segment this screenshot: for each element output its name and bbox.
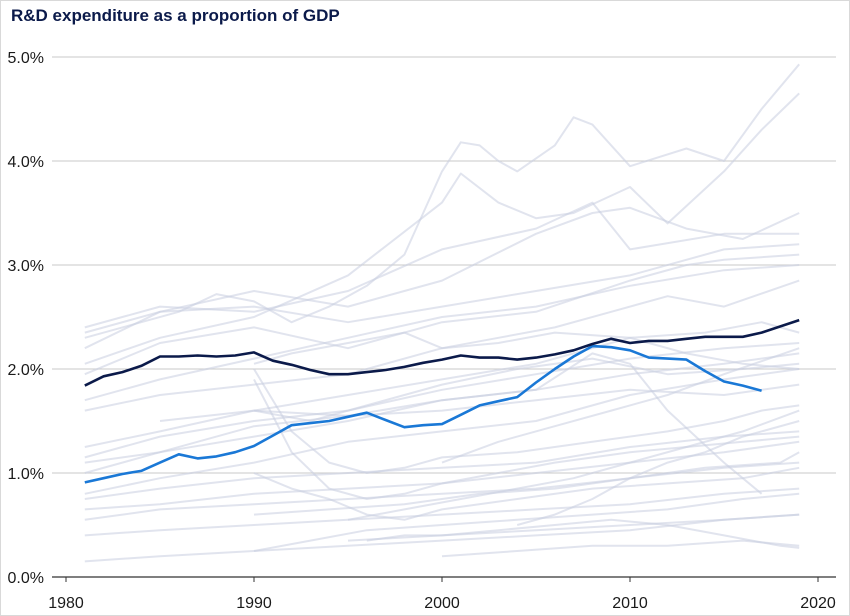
y-tick-label: 3.0% [8,258,44,275]
background-series-line [159,352,763,495]
background-series-line [347,409,800,521]
background-series-line [84,461,800,521]
y-tick-label: 5.0% [8,50,44,67]
y-tick-label: 2.0% [8,362,44,379]
background-series-line [84,342,800,459]
background-series-line [84,264,800,402]
chart-title: R&D expenditure as a proportion of GDP [11,6,340,25]
x-tick-label: 2010 [612,595,648,612]
background-series-line [84,383,800,464]
x-tick-labels: 1980 1990 2000 2010 2020 [48,577,836,612]
background-series-line [84,243,800,334]
background-series-line [84,368,800,495]
highlighted-series-group [84,318,800,484]
y-tick-label: 1.0% [8,466,44,483]
background-series-line [253,378,800,500]
background-series-line [84,513,800,563]
background-series-line [84,63,800,339]
grid-lines [52,56,836,578]
x-tick-label: 1980 [48,595,84,612]
y-tick-labels: 0.0% 1.0% 2.0% 3.0% 4.0% 5.0% [8,50,44,587]
background-series-line [84,92,800,365]
background-series-line [253,279,800,365]
x-tick-label: 2000 [424,595,460,612]
highlighted-series-line [84,344,762,484]
background-series-line [84,253,800,376]
background-series-line [253,466,800,521]
background-series-line [84,206,800,350]
background-series-line [516,420,800,526]
background-series-line [253,451,800,516]
highlighted-series-line [84,318,800,387]
background-series-line [366,518,800,549]
background-series-line [253,357,800,422]
background-series-group [84,63,800,563]
background-series-line [84,487,800,537]
background-series-line [84,321,800,412]
background-series-line [84,430,800,500]
y-tick-label: 0.0% [8,570,44,587]
background-series-line [84,336,800,448]
x-tick-label: 1990 [236,595,272,612]
background-series-line [253,368,800,474]
y-tick-label: 4.0% [8,154,44,171]
background-series-line [441,539,800,558]
background-series-line [441,347,800,464]
background-series-line [253,492,800,552]
x-tick-label: 2020 [800,595,836,612]
